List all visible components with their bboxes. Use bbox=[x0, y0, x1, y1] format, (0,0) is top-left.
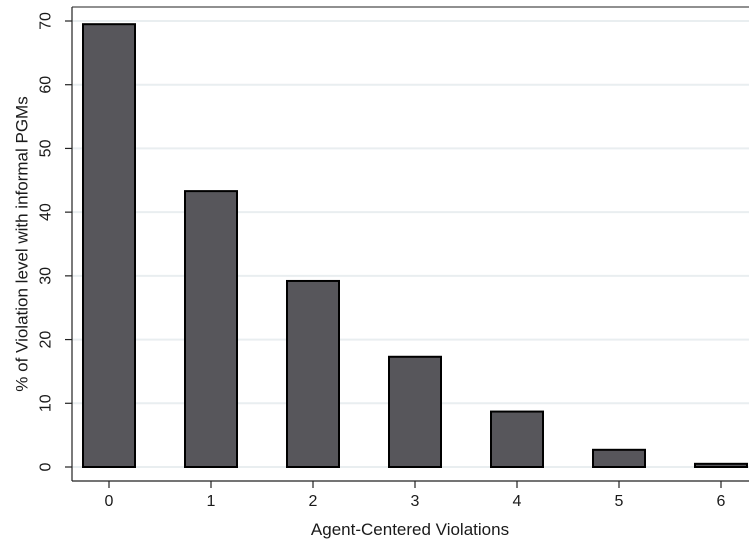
bar-4 bbox=[490, 410, 544, 468]
bar-2 bbox=[286, 279, 340, 468]
bar-3 bbox=[388, 355, 442, 469]
y-tick-label-30: 30 bbox=[38, 267, 55, 285]
bar-0 bbox=[82, 23, 136, 469]
bar-5 bbox=[592, 448, 646, 469]
x-tick-label-4: 4 bbox=[513, 493, 522, 510]
x-tick-label-2: 2 bbox=[309, 493, 318, 510]
axes bbox=[71, 6, 749, 482]
x-tick-label-1: 1 bbox=[207, 493, 216, 510]
y-tick-label-40: 40 bbox=[38, 203, 55, 221]
y-tick-label-10: 10 bbox=[38, 394, 55, 412]
x-tick-label-0: 0 bbox=[105, 493, 114, 510]
y-tick-label-0: 0 bbox=[38, 462, 55, 471]
x-tick-label-6: 6 bbox=[717, 493, 726, 510]
x-tick-label-3: 3 bbox=[411, 493, 420, 510]
bar-6 bbox=[694, 462, 748, 469]
bar-1 bbox=[184, 190, 238, 468]
y-axis-title: % of Violation level with informal PGMs bbox=[13, 96, 32, 391]
y-tick-label-60: 60 bbox=[38, 76, 55, 94]
y-tick-label-50: 50 bbox=[38, 139, 55, 157]
x-axis-title: Agent-Centered Violations bbox=[311, 520, 509, 539]
ticks: 0 10 20 30 40 50 60 70 0 1 2 3 4 5 6 bbox=[38, 12, 726, 510]
bars bbox=[82, 23, 748, 469]
y-tick-label-20: 20 bbox=[38, 331, 55, 349]
y-tick-label-70: 70 bbox=[38, 12, 55, 30]
x-tick-label-5: 5 bbox=[615, 493, 624, 510]
